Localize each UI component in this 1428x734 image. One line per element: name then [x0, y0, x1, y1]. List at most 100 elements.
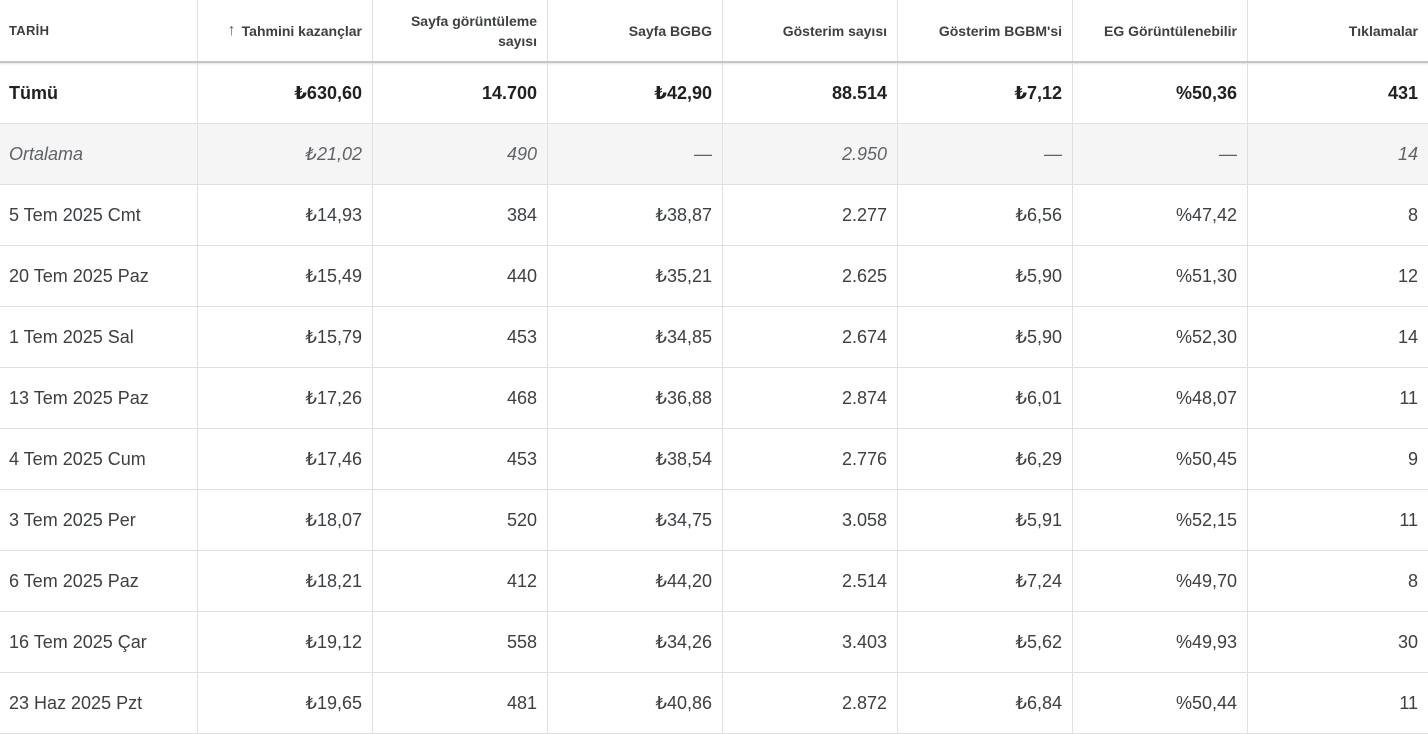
column-header-pageviews-line1: Sayfa görüntüleme [410, 12, 537, 29]
cell-earnings: ₺19,12 [198, 612, 373, 672]
average-page-rpm: — [548, 124, 723, 184]
cell-pageviews: 468 [373, 368, 548, 428]
table-row[interactable]: 3 Tem 2025 Per ₺18,07 520 ₺34,75 3.058 ₺… [0, 490, 1428, 551]
cell-date: 13 Tem 2025 Paz [0, 368, 198, 428]
cell-impressions: 3.403 [723, 612, 898, 672]
cell-impressions: 2.872 [723, 673, 898, 733]
column-header-impression-rpm[interactable]: Gösterim BGBM'si [898, 0, 1073, 61]
cell-pageviews: 520 [373, 490, 548, 550]
table-row[interactable]: 16 Tem 2025 Çar ₺19,12 558 ₺34,26 3.403 … [0, 612, 1428, 673]
average-clicks: 14 [1397, 143, 1418, 164]
arrow-up-icon: ↑ [227, 21, 236, 39]
table-row[interactable]: 6 Tem 2025 Paz ₺18,21 412 ₺44,20 2.514 ₺… [0, 551, 1428, 612]
column-header-impressions[interactable]: Gösterim sayısı [723, 0, 898, 61]
cell-active-view: %49,70 [1073, 551, 1248, 611]
column-header-page-rpm[interactable]: Sayfa BGBG [548, 0, 723, 61]
cell-clicks: 11 [1399, 692, 1418, 713]
total-active-view: %50,36 [1073, 63, 1248, 123]
cell-page-rpm: ₺36,88 [548, 368, 723, 428]
cell-clicks: 30 [1397, 631, 1418, 652]
cell-clicks: 11 [1399, 509, 1418, 530]
cell-impressions: 2.874 [723, 368, 898, 428]
average-row: Ortalama ₺21,02 490 — 2.950 — — 14 [0, 124, 1428, 185]
cell-pageviews: 481 [373, 673, 548, 733]
cell-date: 1 Tem 2025 Sal [0, 307, 198, 367]
cell-active-view: %50,45 [1073, 429, 1248, 489]
column-header-pageviews-label: Sayfa görüntüleme sayısı [411, 11, 537, 51]
cell-impressions: 2.277 [723, 185, 898, 245]
cell-impression-rpm: ₺5,62 [898, 612, 1073, 672]
cell-pageviews: 558 [373, 612, 548, 672]
cell-earnings: ₺17,46 [198, 429, 373, 489]
cell-pageviews: 412 [373, 551, 548, 611]
column-header-impressions-label: Gösterim sayısı [782, 22, 887, 39]
cell-page-rpm: ₺35,21 [548, 246, 723, 306]
total-label: Tümü [0, 63, 198, 123]
cell-clicks: 8 [1407, 570, 1418, 591]
column-header-pageviews-line2: sayısı [498, 32, 537, 49]
cell-earnings: ₺19,65 [198, 673, 373, 733]
cell-impressions: 3.058 [723, 490, 898, 550]
total-impression-rpm: ₺7,12 [898, 63, 1073, 123]
cell-impression-rpm: ₺5,90 [898, 246, 1073, 306]
cell-active-view: %51,30 [1073, 246, 1248, 306]
average-impression-rpm: — [898, 124, 1073, 184]
table-row[interactable]: 4 Tem 2025 Cum ₺17,46 453 ₺38,54 2.776 ₺… [0, 429, 1428, 490]
column-header-earnings[interactable]: ↑ Tahmini kazançlar [198, 0, 373, 61]
total-page-rpm: ₺42,90 [548, 63, 723, 123]
cell-date: 5 Tem 2025 Cmt [0, 185, 198, 245]
table-row[interactable]: 13 Tem 2025 Paz ₺17,26 468 ₺36,88 2.874 … [0, 368, 1428, 429]
cell-pageviews: 384 [373, 185, 548, 245]
average-label: Ortalama [0, 124, 198, 184]
cell-impression-rpm: ₺5,91 [898, 490, 1073, 550]
column-header-page-rpm-label: Sayfa BGBG [628, 22, 712, 39]
column-header-pageviews[interactable]: Sayfa görüntüleme sayısı [373, 0, 548, 61]
cell-impressions: 2.776 [723, 429, 898, 489]
cell-impression-rpm: ₺5,90 [898, 307, 1073, 367]
total-earnings: ₺630,60 [198, 63, 373, 123]
cell-clicks: 9 [1407, 448, 1418, 469]
cell-date: 16 Tem 2025 Çar [0, 612, 198, 672]
total-impressions: 88.514 [723, 63, 898, 123]
cell-pageviews: 453 [373, 307, 548, 367]
cell-impressions: 2.674 [723, 307, 898, 367]
column-header-earnings-label: Tahmini kazançlar [241, 22, 362, 39]
column-header-date[interactable]: TARİH [0, 0, 198, 61]
cell-earnings: ₺15,79 [198, 307, 373, 367]
cell-earnings: ₺18,07 [198, 490, 373, 550]
cell-date: 6 Tem 2025 Paz [0, 551, 198, 611]
average-pageviews: 490 [373, 124, 548, 184]
cell-page-rpm: ₺38,54 [548, 429, 723, 489]
cell-date: 20 Tem 2025 Paz [0, 246, 198, 306]
table-row[interactable]: 23 Haz 2025 Pzt ₺19,65 481 ₺40,86 2.872 … [0, 673, 1428, 734]
column-header-date-label: TARİH [9, 22, 50, 38]
column-header-active-view-label: EG Görüntülenebilir [1103, 22, 1237, 39]
column-header-active-view[interactable]: EG Görüntülenebilir [1073, 0, 1248, 61]
table-row[interactable]: 1 Tem 2025 Sal ₺15,79 453 ₺34,85 2.674 ₺… [0, 307, 1428, 368]
cell-impression-rpm: ₺6,01 [898, 368, 1073, 428]
table-row[interactable]: 20 Tem 2025 Paz ₺15,49 440 ₺35,21 2.625 … [0, 246, 1428, 307]
cell-clicks: 14 [1397, 326, 1418, 347]
cell-impression-rpm: ₺7,24 [898, 551, 1073, 611]
cell-impression-rpm: ₺6,29 [898, 429, 1073, 489]
cell-pageviews: 453 [373, 429, 548, 489]
cell-earnings: ₺17,26 [198, 368, 373, 428]
cell-impression-rpm: ₺6,56 [898, 185, 1073, 245]
cell-impression-rpm: ₺6,84 [898, 673, 1073, 733]
cell-earnings: ₺14,93 [198, 185, 373, 245]
cell-active-view: %50,44 [1073, 673, 1248, 733]
column-header-clicks[interactable]: Tıklamalar [1248, 0, 1428, 61]
average-earnings: ₺21,02 [198, 124, 373, 184]
cell-clicks: 12 [1397, 265, 1418, 286]
total-clicks: 431 [1387, 82, 1418, 103]
cell-page-rpm: ₺38,87 [548, 185, 723, 245]
cell-clicks: 8 [1407, 204, 1418, 225]
cell-active-view: %49,93 [1073, 612, 1248, 672]
cell-active-view: %52,15 [1073, 490, 1248, 550]
average-active-view: — [1073, 124, 1248, 184]
table-row[interactable]: 5 Tem 2025 Cmt ₺14,93 384 ₺38,87 2.277 ₺… [0, 185, 1428, 246]
cell-page-rpm: ₺44,20 [548, 551, 723, 611]
total-row: Tümü ₺630,60 14.700 ₺42,90 88.514 ₺7,12 … [0, 63, 1428, 124]
total-pageviews: 14.700 [373, 63, 548, 123]
